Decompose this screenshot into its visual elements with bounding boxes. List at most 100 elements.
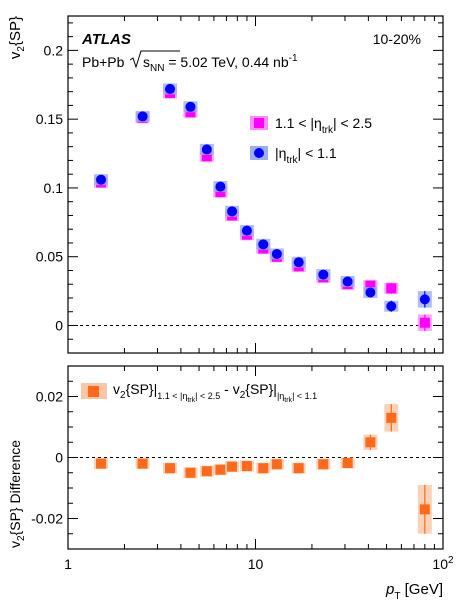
- data-point: [185, 107, 196, 118]
- legend-label-central: |ηtrk| < 1.1: [275, 145, 337, 166]
- legend-central-main: |η: [275, 145, 286, 161]
- x-tick-label: 1: [64, 556, 72, 572]
- diff-legend-range1-rest: | < 2.5: [195, 391, 220, 401]
- bottom-x-axis: 1 10 102: [64, 366, 454, 572]
- data-point: [137, 111, 148, 122]
- data-point: [365, 287, 376, 298]
- data-point: [201, 144, 212, 155]
- data-point: [201, 466, 212, 477]
- data-point: [365, 437, 376, 448]
- legend-central-sub: trk: [286, 155, 298, 166]
- data-point: [227, 461, 238, 472]
- data-point: [137, 458, 148, 469]
- top-y-axis-title: v2{SP}: [7, 16, 27, 59]
- y-tick-label: -0.02: [31, 511, 63, 527]
- data-point: [258, 239, 269, 250]
- experiment-label: ATLAS: [81, 31, 131, 48]
- data-point: [241, 461, 252, 472]
- diff-legend-range2-rest: | < 1.1: [292, 391, 317, 401]
- legend-marker-difference: [88, 386, 99, 397]
- x-tick-label: 10: [248, 556, 264, 572]
- data-point: [215, 181, 226, 192]
- data-point: [365, 280, 376, 291]
- diff-legend-v2-sub: 2: [240, 390, 246, 401]
- data-point: [318, 269, 329, 280]
- bottom-data-points: [94, 404, 432, 534]
- legend-entry-forward: 1.1 < |ηtrk| < 2.5: [250, 115, 372, 136]
- data-point: [201, 151, 212, 162]
- diff-legend-sp2: {SP}|: [245, 381, 277, 397]
- y-tick-label: 0.02: [36, 389, 63, 405]
- data-point: [293, 463, 304, 474]
- collision-label: Pb+Pb sNN = 5.02 TeV, 0.44 nb-1: [82, 50, 298, 74]
- y-tick-label: 0.1: [44, 180, 64, 196]
- bottom-ylabel-main: v: [7, 541, 23, 548]
- top-ylabel-main: v: [7, 51, 24, 59]
- data-point: [185, 101, 196, 112]
- collision-system-text: Pb+Pb: [82, 54, 125, 70]
- bottom-y-axis-title: v2{SP} Difference: [7, 440, 27, 548]
- xlabel-sub: T: [394, 591, 400, 602]
- data-point: [271, 248, 282, 259]
- data-point: [185, 467, 196, 478]
- data-point: [96, 174, 107, 185]
- legend-entry-central: |ηtrk| < 1.1: [250, 145, 337, 166]
- sqrt-s-text: sNN = 5.02 TeV, 0.44 nb-1: [143, 53, 298, 74]
- data-point: [258, 463, 269, 474]
- data-point: [96, 458, 107, 469]
- sqrt-s-subscript: NN: [150, 63, 164, 74]
- x-axis-title: pT [GeV]: [385, 581, 443, 602]
- top-y-axis: 0 0.05 0.1 0.15 0.2: [36, 22, 443, 354]
- sqrt-s-symbol: s: [143, 54, 150, 70]
- data-point: [386, 283, 397, 294]
- legend-central-rest: | < 1.1: [298, 145, 337, 161]
- xlabel-rest: [GeV]: [400, 581, 443, 598]
- diff-legend-trk2: trk: [284, 397, 292, 404]
- legend-forward-sub: trk: [322, 125, 334, 136]
- data-point: [419, 317, 430, 328]
- y-tick-label: 0.15: [36, 111, 63, 127]
- top-ylabel-sub: 2: [16, 46, 27, 52]
- legend-forward-rest: | < 2.5: [333, 115, 372, 131]
- diff-legend-trk1: trk: [187, 397, 195, 404]
- bottom-legend: v2{SP}|1.1 < |ηtrk| < 2.5 - v2{SP}||ηtrk…: [81, 381, 317, 404]
- top-legend: 1.1 < |ηtrk| < 2.5 |ηtrk| < 1.1: [250, 115, 372, 166]
- diff-legend-v: v: [113, 381, 120, 397]
- data-point: [215, 464, 226, 475]
- legend-label-forward: 1.1 < |ηtrk| < 2.5: [275, 115, 372, 136]
- top-panel: 0 0.05 0.1 0.15 0.2 ATLAS 10-20% Pb+Pb sNN =…: [7, 15, 444, 354]
- data-point: [419, 504, 430, 515]
- sqrt-sign-icon: [129, 50, 180, 69]
- data-point: [293, 257, 304, 268]
- energy-luminosity-text: = 5.02 TeV, 0.44 nb: [164, 54, 288, 70]
- data-point: [165, 83, 176, 94]
- diff-legend-minus-v: - v: [220, 381, 239, 397]
- diff-legend-v-sub: 2: [120, 390, 126, 401]
- top-x-axis-ticks: [67, 16, 444, 353]
- data-point: [386, 301, 397, 312]
- legend-label-difference: v2{SP}|1.1 < |ηtrk| < 2.5 - v2{SP}||ηtrk…: [113, 381, 317, 404]
- data-point: [215, 187, 226, 198]
- legend-forward-main: 1.1 < |η: [275, 115, 322, 131]
- data-point: [165, 463, 176, 474]
- top-ylabel-rest: {SP}: [7, 16, 24, 46]
- y-tick-label: 0.2: [44, 42, 64, 58]
- data-point: [271, 459, 282, 470]
- bottom-ylabel-sub: 2: [16, 535, 27, 541]
- y-tick-label: 0: [55, 450, 63, 466]
- bottom-ylabel-rest: {SP} Difference: [7, 440, 23, 536]
- data-point: [241, 225, 252, 236]
- diff-legend-range1: 1.1 < |η: [157, 391, 187, 401]
- diff-legend-range2: |η: [277, 391, 284, 401]
- luminosity-exponent: -1: [289, 53, 298, 64]
- centrality-label: 10-20%: [373, 31, 421, 47]
- xlabel-main: p: [385, 581, 394, 598]
- data-point: [342, 276, 353, 287]
- diff-legend-sp1: {SP}|: [126, 381, 158, 397]
- data-point: [386, 412, 397, 423]
- legend-marker-forward: [254, 118, 264, 128]
- data-point: [419, 294, 430, 305]
- top-data-points: [94, 83, 432, 331]
- data-point: [318, 459, 329, 470]
